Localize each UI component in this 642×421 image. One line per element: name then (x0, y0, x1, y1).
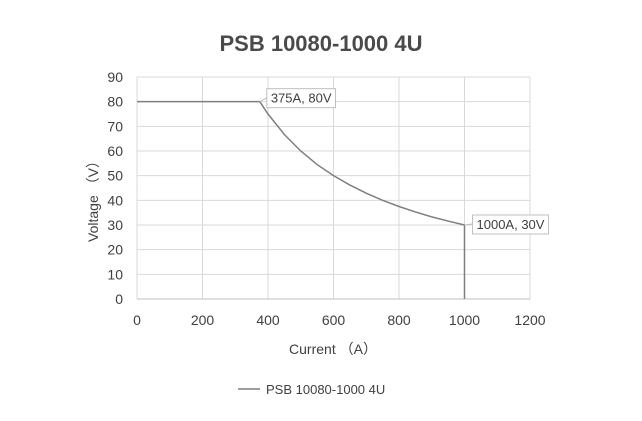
y-tick-label: 10 (107, 266, 123, 282)
y-tick-label: 70 (107, 118, 123, 134)
series (137, 100, 466, 299)
x-tick-label: 400 (256, 312, 280, 328)
y-axis-label: Voltage （V） (85, 154, 101, 242)
x-tick-label: 600 (322, 312, 346, 328)
x-tick-label: 0 (133, 312, 141, 328)
y-tick-label: 60 (107, 143, 123, 159)
chart-title: PSB 10080-1000 4U (219, 31, 422, 56)
annotation-text: 375A, 80V (271, 91, 332, 106)
series-line (137, 100, 466, 299)
legend: PSB 10080-1000 4U (238, 382, 385, 397)
x-axis-label: Current （A） (289, 341, 377, 357)
x-tick-label: 1000 (449, 312, 480, 328)
annotation-leader (259, 97, 268, 103)
y-tick-label: 40 (107, 192, 123, 208)
annotations: 375A, 80V 1000A, 30V (259, 88, 549, 235)
x-tick-label: 1200 (514, 312, 545, 328)
y-tick-label: 80 (107, 94, 123, 110)
y-tick-label: 90 (107, 69, 123, 85)
annotation: 375A, 80V (259, 88, 337, 109)
annotation-leader (464, 223, 473, 226)
y-tick-label: 20 (107, 242, 123, 258)
x-tick-label: 800 (387, 312, 411, 328)
legend-label: PSB 10080-1000 4U (266, 382, 385, 397)
y-tick-label: 50 (107, 168, 123, 184)
annotation-text: 1000A, 30V (477, 217, 545, 232)
annotation: 1000A, 30V (464, 214, 549, 235)
x-tick-label: 200 (191, 312, 215, 328)
tick-labels: 0 200 400 600 800 1000 1200 0 10 20 30 40 50 60 70 80 90 (107, 69, 545, 328)
y-tick-label: 0 (115, 291, 123, 307)
y-tick-label: 30 (107, 217, 123, 233)
